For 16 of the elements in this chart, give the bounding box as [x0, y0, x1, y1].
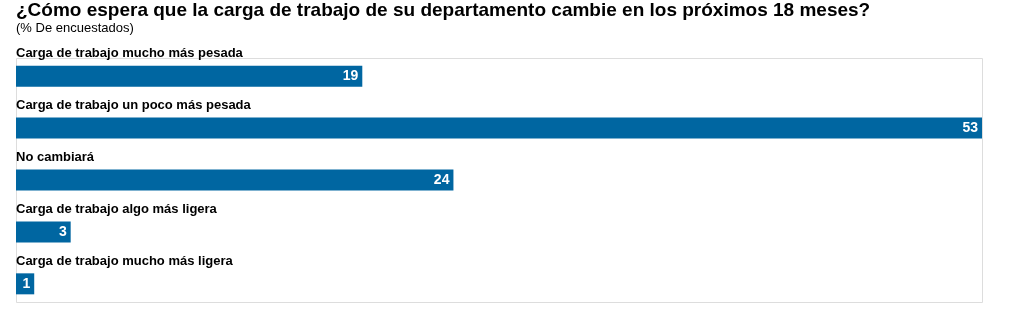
bar: [16, 169, 454, 191]
data-label: 1: [22, 274, 31, 291]
chart-subtitle: (% De encuestados): [16, 20, 134, 36]
y-tick-label: Carga de trabajo algo más ligera: [16, 200, 218, 216]
y-tick-label: No cambiará: [16, 149, 95, 164]
bar: [16, 65, 363, 87]
data-label: 53: [962, 119, 979, 136]
y-tick-label: Carga de trabajo un poco más pesada: [16, 97, 252, 113]
bar: [16, 221, 71, 243]
chart-title: ¿Cómo espera que la carga de trabajo de su departamento cambie en los próximos 18 meses?: [16, 0, 871, 21]
bar: [16, 117, 982, 139]
data-label: 24: [433, 171, 450, 187]
data-label: 19: [342, 67, 359, 84]
y-tick-label: Carga de trabajo mucho más pesada: [16, 45, 244, 61]
data-label: 3: [58, 222, 67, 239]
y-tick-label: Carga de trabajo mucho más ligera: [16, 252, 234, 268]
